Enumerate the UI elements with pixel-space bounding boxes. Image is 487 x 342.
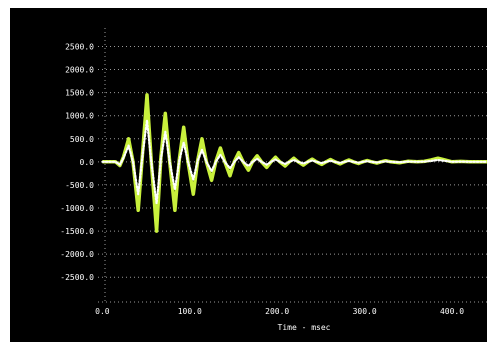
grid-layer [98,28,487,303]
tick-label-layer: 2500.0 2000.0 1500.0 1000.0 500.0 0.0 -500.0 -1… [60,42,464,316]
y-tick-label: -2000.0 [60,250,94,259]
y-tick-label: -1000.0 [60,204,94,213]
series-layer [101,93,487,233]
y-tick-label: 2000.0 [65,66,94,75]
y-tick-label: 1500.0 [65,89,94,98]
y-tick-label: 0.0 [80,158,95,167]
y-tick-label: 500.0 [70,135,94,144]
x-tick-label: 100.0 [178,307,202,316]
x-tick-label: 300.0 [353,307,377,316]
envelope-series-line [101,119,487,205]
x-axis-title: Time - msec [278,323,331,332]
y-tick-label: -500.0 [65,181,94,190]
y-tick-label: 2500.0 [65,42,94,51]
line-chart: 2500.0 2000.0 1500.0 1000.0 500.0 0.0 -500.0 -1… [60,28,487,332]
chart-panel: 2500.0 2000.0 1500.0 1000.0 500.0 0.0 -500.0 -1… [10,8,487,342]
x-tick-label: 400.0 [440,307,464,316]
x-tick-label: 0.0 [95,307,110,316]
y-tick-label: 1000.0 [65,112,94,121]
y-tick-label: -1500.0 [60,227,94,236]
x-tick-label: 200.0 [265,307,289,316]
y-tick-label: -2500.0 [60,273,94,282]
